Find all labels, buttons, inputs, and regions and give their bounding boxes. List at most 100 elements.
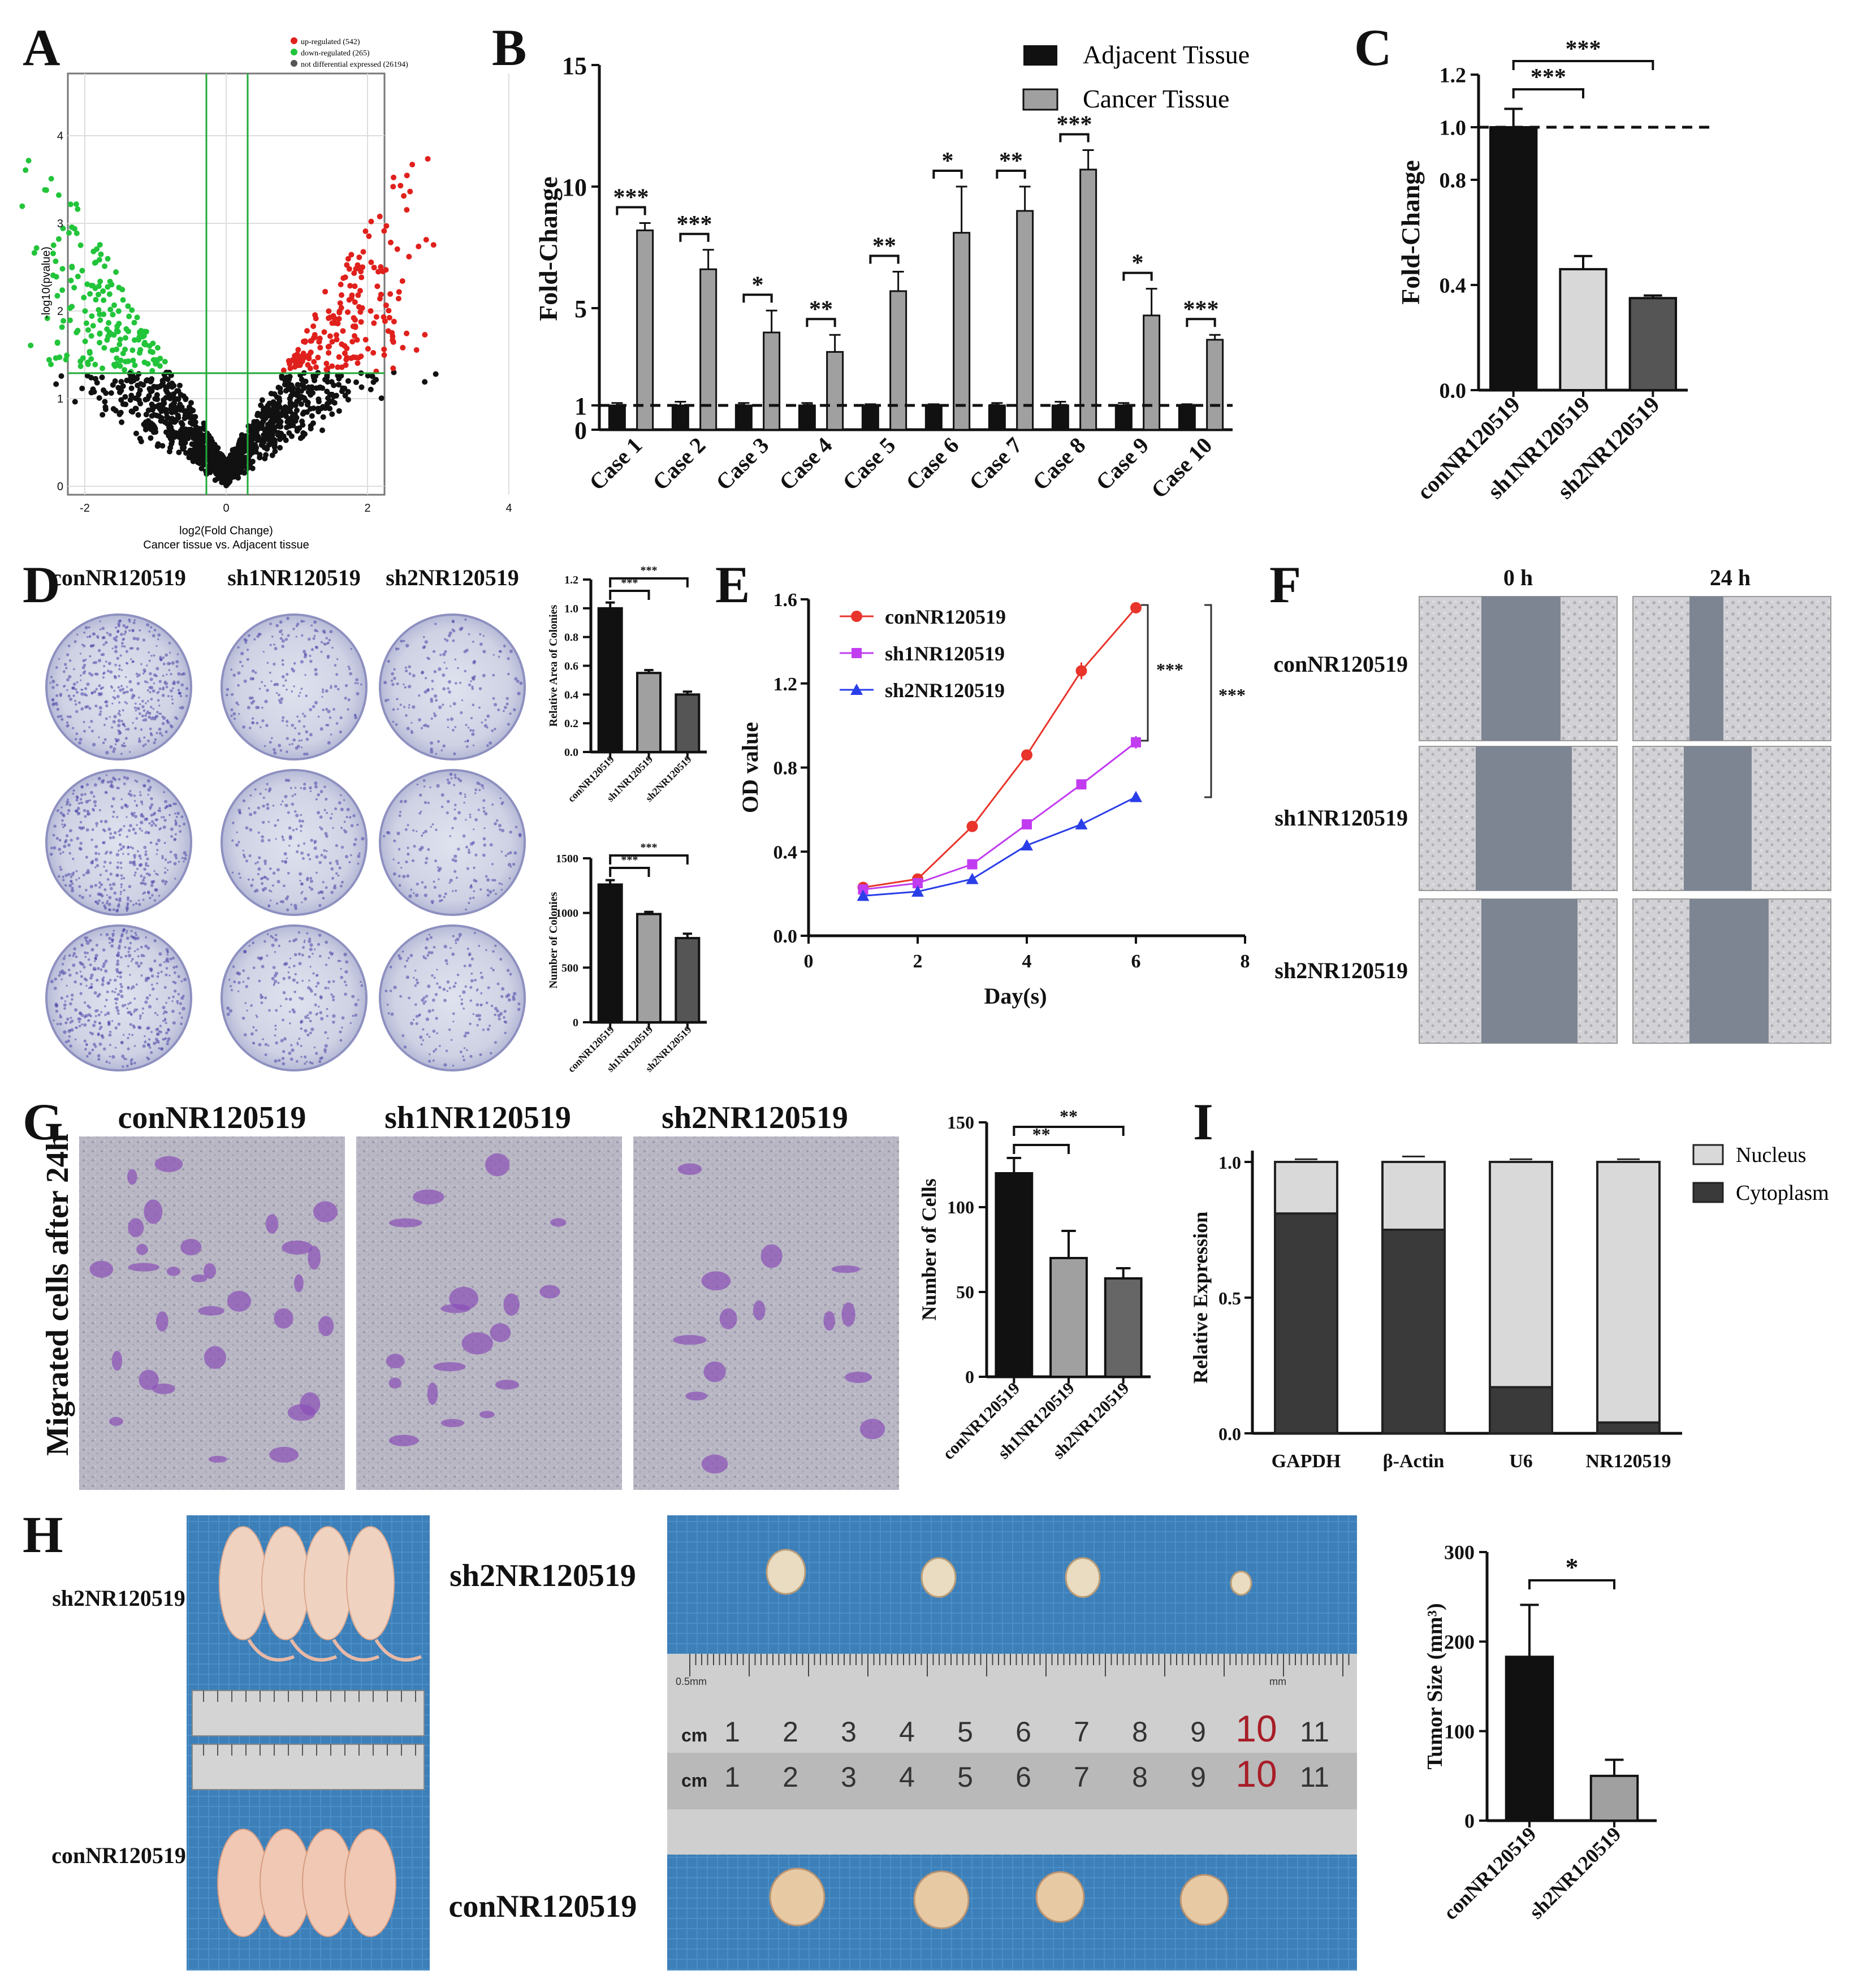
volcano-point <box>133 430 139 437</box>
volcano-point <box>168 424 174 430</box>
colony <box>136 850 139 853</box>
colony <box>83 663 87 667</box>
colony <box>392 858 395 861</box>
colony <box>406 727 410 731</box>
colony <box>432 1029 436 1033</box>
volcano-point <box>422 379 428 385</box>
colony <box>291 794 294 797</box>
bar <box>636 672 662 754</box>
colony <box>396 698 399 701</box>
colony <box>106 981 110 985</box>
colony <box>495 893 497 895</box>
colony <box>406 874 410 878</box>
colony <box>454 776 457 779</box>
ruler-number: 3 <box>841 1761 857 1793</box>
colony <box>237 671 241 675</box>
y-axis-label: Fold-Change <box>534 176 563 321</box>
colony <box>514 677 518 681</box>
colony <box>252 1026 255 1028</box>
colony <box>97 649 101 652</box>
colony <box>468 633 470 636</box>
colony <box>98 706 102 710</box>
volcano-point <box>167 432 174 438</box>
colony <box>436 1032 438 1035</box>
volcano-point <box>54 293 60 299</box>
colony <box>149 727 152 731</box>
colony <box>515 826 518 828</box>
colony <box>69 1002 72 1006</box>
volcano-point <box>368 386 374 392</box>
colony <box>459 681 462 684</box>
colony <box>56 809 59 813</box>
colony <box>459 792 463 795</box>
colony <box>261 996 264 999</box>
y-tick-label: 1.0 <box>1440 116 1467 140</box>
colony <box>90 720 93 723</box>
colony <box>312 705 316 708</box>
volcano-point <box>90 386 96 392</box>
volcano-point <box>168 395 175 401</box>
y-tick-label: 1 <box>574 392 587 420</box>
colony <box>250 884 253 888</box>
colony <box>119 893 122 896</box>
colony <box>90 948 94 952</box>
colony <box>492 654 495 656</box>
colony <box>443 896 446 898</box>
colony <box>120 720 124 723</box>
colony <box>387 1012 390 1015</box>
volcano-legend: up-regulated (542) down-regulated (265) … <box>291 37 408 69</box>
colony <box>499 828 502 831</box>
migrated-cell-cluster <box>859 1419 885 1440</box>
colony <box>304 1062 306 1065</box>
colony <box>64 1000 67 1002</box>
colony <box>318 934 322 937</box>
colony <box>309 948 313 952</box>
volcano-point <box>68 278 74 284</box>
h-tumor-label-sh2: sh2NR120519 <box>450 1558 636 1593</box>
colony <box>447 718 450 721</box>
colony <box>164 680 166 682</box>
volcano-point <box>111 361 117 368</box>
colony <box>392 720 395 723</box>
colony <box>345 815 348 819</box>
significance-label: *** <box>641 841 658 854</box>
colony <box>320 891 324 894</box>
volcano-point <box>197 434 204 440</box>
colony <box>118 664 121 667</box>
volcano-point <box>31 250 37 256</box>
volcano-point <box>345 309 351 316</box>
volcano-point <box>338 282 344 288</box>
colony <box>84 626 88 630</box>
volcano-point <box>237 465 243 472</box>
colony <box>329 630 333 634</box>
colony <box>84 1048 87 1051</box>
colony <box>144 978 148 982</box>
panel-label-g: G <box>23 1093 63 1151</box>
migrated-cell-cluster <box>294 1274 304 1293</box>
colony <box>120 878 123 880</box>
volcano-point <box>101 311 107 317</box>
colony <box>111 726 114 729</box>
volcano-point <box>149 349 155 355</box>
colony <box>66 800 70 804</box>
colony <box>150 797 153 801</box>
bar <box>1016 210 1034 431</box>
colony <box>133 854 137 858</box>
colony <box>434 1048 438 1051</box>
colony <box>399 956 403 960</box>
colony <box>254 862 257 865</box>
volcano-point <box>305 399 311 405</box>
bar <box>597 883 623 1024</box>
volcano-point <box>66 230 72 236</box>
colony <box>331 813 333 815</box>
colony <box>136 867 139 870</box>
colony <box>491 863 494 866</box>
colony <box>494 1041 497 1044</box>
colony <box>158 809 162 813</box>
colony <box>125 906 129 910</box>
panel-label-b: B <box>492 19 526 76</box>
colony <box>460 998 463 1001</box>
colony <box>145 831 148 833</box>
colony <box>98 881 101 884</box>
colony <box>166 957 169 961</box>
